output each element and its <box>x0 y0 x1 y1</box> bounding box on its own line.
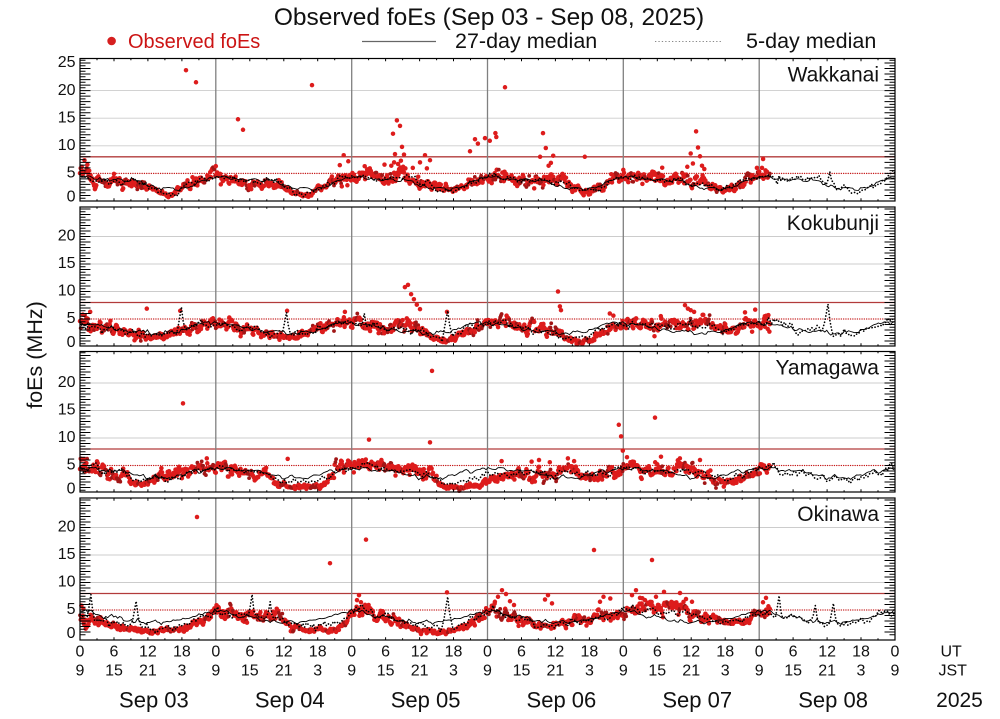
svg-text:6: 6 <box>517 644 526 661</box>
svg-text:21: 21 <box>547 663 565 680</box>
svg-text:21: 21 <box>411 663 429 680</box>
svg-text:6: 6 <box>245 644 254 661</box>
svg-text:Kokubunji: Kokubunji <box>787 212 879 235</box>
svg-text:JST: JST <box>939 663 968 680</box>
svg-text:6: 6 <box>653 644 662 661</box>
svg-text:18: 18 <box>716 644 734 661</box>
svg-text:10: 10 <box>58 137 76 154</box>
svg-text:15: 15 <box>58 109 76 126</box>
svg-text:Wakkanai: Wakkanai <box>788 64 879 87</box>
svg-text:10: 10 <box>58 429 76 446</box>
svg-text:0: 0 <box>67 189 76 206</box>
svg-text:20: 20 <box>58 228 76 245</box>
svg-text:0: 0 <box>891 644 900 661</box>
svg-text:15: 15 <box>513 663 531 680</box>
svg-text:5-day median: 5-day median <box>746 29 876 53</box>
svg-text:18: 18 <box>852 644 870 661</box>
svg-text:18: 18 <box>309 644 327 661</box>
svg-text:0: 0 <box>67 334 76 351</box>
svg-text:12: 12 <box>818 644 836 661</box>
svg-text:3: 3 <box>721 663 730 680</box>
svg-text:Okinawa: Okinawa <box>797 503 879 526</box>
svg-text:3: 3 <box>449 663 458 680</box>
svg-text:6: 6 <box>110 644 119 661</box>
svg-text:6: 6 <box>789 644 798 661</box>
svg-text:0: 0 <box>76 644 85 661</box>
svg-text:Sep 05: Sep 05 <box>391 688 461 713</box>
svg-text:3: 3 <box>857 663 866 680</box>
svg-text:9: 9 <box>76 663 85 680</box>
svg-text:Sep 08: Sep 08 <box>798 688 868 713</box>
svg-text:12: 12 <box>411 644 429 661</box>
svg-text:20: 20 <box>58 374 76 391</box>
svg-text:21: 21 <box>818 663 836 680</box>
svg-text:12: 12 <box>139 644 157 661</box>
svg-text:18: 18 <box>445 644 463 661</box>
svg-text:Sep 07: Sep 07 <box>662 688 732 713</box>
svg-text:12: 12 <box>547 644 565 661</box>
svg-text:21: 21 <box>275 663 293 680</box>
svg-text:9: 9 <box>755 663 764 680</box>
svg-text:3: 3 <box>585 663 594 680</box>
svg-text:27-day median: 27-day median <box>455 29 597 53</box>
svg-text:15: 15 <box>241 663 259 680</box>
svg-text:0: 0 <box>755 644 764 661</box>
svg-text:18: 18 <box>173 644 191 661</box>
svg-text:21: 21 <box>139 663 157 680</box>
svg-text:15: 15 <box>377 663 395 680</box>
svg-text:10: 10 <box>58 574 76 591</box>
svg-text:18: 18 <box>581 644 599 661</box>
svg-text:12: 12 <box>275 644 293 661</box>
svg-text:25: 25 <box>58 54 76 71</box>
svg-text:0: 0 <box>211 644 220 661</box>
svg-text:12: 12 <box>682 644 700 661</box>
svg-text:3: 3 <box>177 663 186 680</box>
svg-text:2025: 2025 <box>936 689 983 712</box>
svg-text:15: 15 <box>648 663 666 680</box>
svg-text:UT: UT <box>941 644 963 661</box>
svg-text:5: 5 <box>67 165 76 182</box>
svg-text:15: 15 <box>58 402 76 419</box>
svg-text:9: 9 <box>619 663 628 680</box>
svg-text:9: 9 <box>211 663 220 680</box>
svg-text:Observed foEs: Observed foEs <box>128 31 260 53</box>
svg-text:15: 15 <box>58 546 76 563</box>
svg-text:Observed foEs (Sep 03 - Sep 08: Observed foEs (Sep 03 - Sep 08, 2025) <box>274 4 704 31</box>
svg-text:0: 0 <box>347 644 356 661</box>
svg-text:20: 20 <box>58 82 76 99</box>
svg-text:0: 0 <box>67 481 76 498</box>
svg-text:6: 6 <box>381 644 390 661</box>
svg-text:3: 3 <box>313 663 322 680</box>
svg-text:5: 5 <box>67 310 76 327</box>
svg-text:0: 0 <box>483 644 492 661</box>
svg-text:Sep 04: Sep 04 <box>255 688 325 713</box>
svg-text:5: 5 <box>67 457 76 474</box>
svg-text:15: 15 <box>58 255 76 272</box>
svg-text:Sep 03: Sep 03 <box>119 688 189 713</box>
svg-text:9: 9 <box>483 663 492 680</box>
svg-text:9: 9 <box>891 663 900 680</box>
svg-text:0: 0 <box>619 644 628 661</box>
svg-text:20: 20 <box>58 519 76 536</box>
svg-text:5: 5 <box>67 601 76 618</box>
svg-text:21: 21 <box>682 663 700 680</box>
svg-text:15: 15 <box>105 663 123 680</box>
svg-text:9: 9 <box>347 663 356 680</box>
svg-text:Sep 06: Sep 06 <box>527 688 597 713</box>
svg-text:10: 10 <box>58 283 76 300</box>
svg-text:Yamagawa: Yamagawa <box>775 357 879 380</box>
svg-text:0: 0 <box>67 625 76 642</box>
svg-text:15: 15 <box>784 663 802 680</box>
svg-text:foEs (MHz): foEs (MHz) <box>23 301 47 409</box>
